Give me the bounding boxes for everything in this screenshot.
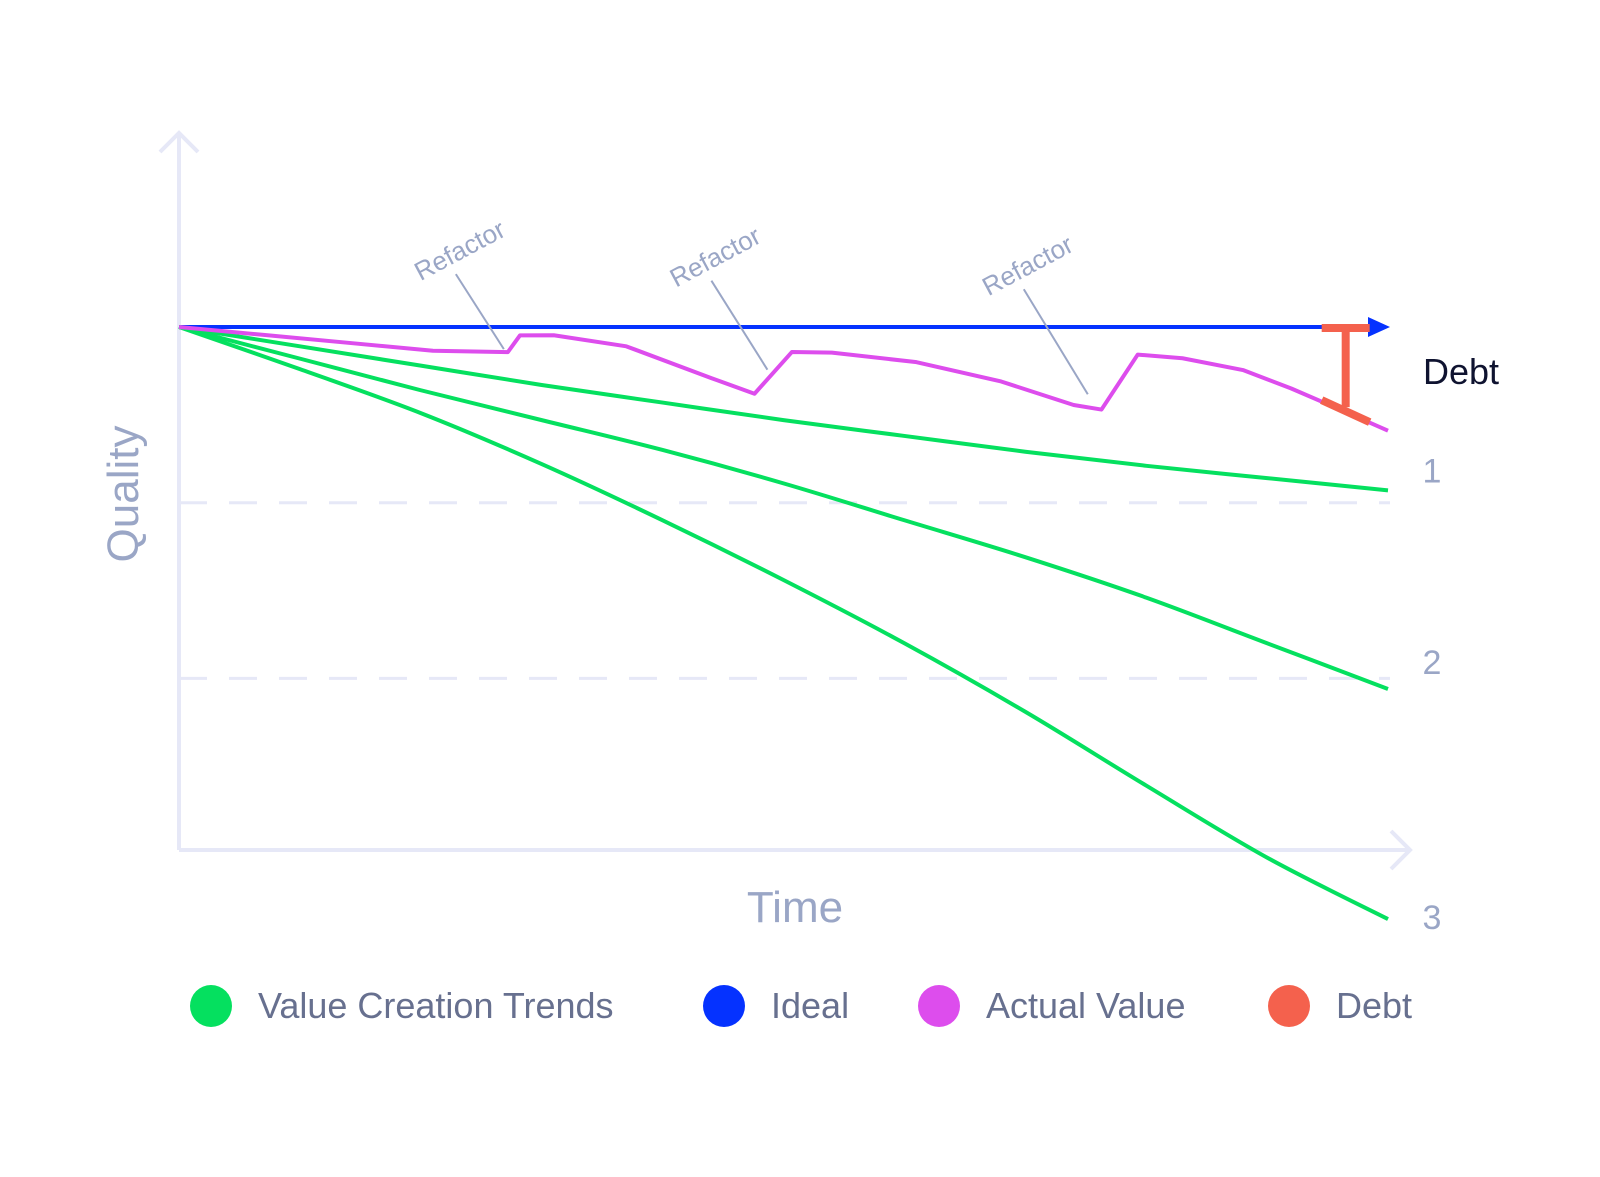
trend-label-1: 1: [1423, 452, 1442, 490]
ideal-arrowhead: [1368, 317, 1390, 337]
trend-label-2: 2: [1423, 644, 1442, 682]
debt-cap-bottom: [1320, 396, 1372, 426]
annotation-leader: [710, 280, 769, 371]
trend-line-1: [178, 325, 1389, 493]
actual-value-line: [178, 325, 1389, 433]
axes: [158, 130, 1413, 871]
gridlines: [179, 501, 1390, 680]
debt-marker: Debt: [1320, 324, 1499, 426]
y-axis-arrow: [158, 130, 200, 154]
annotation-layer: Refactor Refactor Refactor: [409, 214, 1089, 395]
annotation-label: Refactor: [409, 214, 510, 287]
debt-label: Debt: [1423, 351, 1499, 392]
y-axis-title: Quality: [99, 426, 148, 563]
trend-line-3: [178, 325, 1389, 921]
trend-line-2: [178, 325, 1389, 691]
annotation-label: Refactor: [665, 220, 766, 293]
trend-label-3: 3: [1423, 899, 1442, 937]
annotation-leader: [455, 273, 505, 350]
x-axis-title: Time: [747, 883, 843, 932]
series-layer: 1 2 3: [178, 317, 1442, 937]
x-axis-arrow: [1389, 829, 1413, 871]
annotation-label: Refactor: [977, 229, 1078, 302]
annotation-leader: [1022, 288, 1089, 395]
